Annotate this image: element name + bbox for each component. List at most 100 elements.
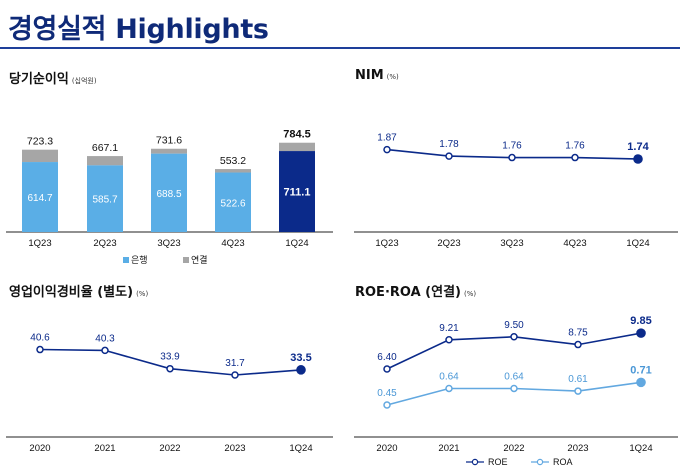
roe-value-label: 9.21 xyxy=(439,323,459,334)
nim-value-label: 1.76 xyxy=(502,141,522,152)
x-tick-label: 1Q23 xyxy=(28,238,51,249)
nim-title: NIM (%) xyxy=(355,68,399,83)
nim-point xyxy=(383,145,391,154)
cost-income-title: 영업이익경비율 (별도) (%) xyxy=(9,281,148,300)
bank-bar-segment xyxy=(279,151,315,232)
group-bar-segment xyxy=(279,142,315,152)
cost-income-point xyxy=(231,371,239,379)
nim-chart: 1Q23 2Q23 3Q23 4Q23 1Q24 1.87 1.78 1.76 1.76 1.74 xyxy=(354,133,678,249)
bank-value-label: 522.6 xyxy=(220,198,245,209)
bank-value-label: 614.7 xyxy=(27,193,52,204)
roa-value-label: 0.45 xyxy=(377,388,397,399)
nim-point xyxy=(571,153,579,162)
x-tick-label: 2Q23 xyxy=(437,238,460,249)
bank-value-label: 688.5 xyxy=(156,189,181,200)
bank-bar-segment xyxy=(215,172,251,232)
cost-income-chart: 2020 2021 2022 2023 1Q24 40.6 40.3 33.9 31.7 33.5 xyxy=(6,333,333,454)
roe-point xyxy=(445,336,453,344)
total-value-label: 553.2 xyxy=(220,155,246,167)
total-value-label: 731.6 xyxy=(156,135,182,147)
x-tick-label: 2023 xyxy=(224,443,245,454)
x-tick-label: 2020 xyxy=(29,443,50,454)
x-tick-label: 2021 xyxy=(94,443,115,454)
roa-point xyxy=(574,387,582,395)
cost-income-point xyxy=(296,365,306,375)
legend-swatch-bank xyxy=(123,257,129,263)
x-tick-label: 4Q23 xyxy=(221,238,244,249)
title-divider xyxy=(0,47,680,49)
cost-income-title-text: 영업이익경비율 (별도) xyxy=(9,285,134,300)
x-tick-label: 1Q24 xyxy=(629,443,652,454)
net-income-title: 당기순이익 (십억원) xyxy=(9,68,97,87)
nim-value-label: 1.78 xyxy=(439,139,459,150)
roa-point xyxy=(510,384,518,393)
legend-marker-roa xyxy=(536,458,544,466)
roa-value-label: 0.64 xyxy=(439,371,459,382)
nim-point xyxy=(633,154,643,164)
x-tick-label: 1Q24 xyxy=(626,238,649,249)
roe-point xyxy=(636,328,646,338)
cost-income-value-label: 40.3 xyxy=(95,333,115,344)
nim-value-label: 1.74 xyxy=(627,141,649,153)
nim-unit: (%) xyxy=(386,73,399,81)
roe-roa-title: ROE·ROA (연결) (%) xyxy=(355,281,476,300)
net-income-unit: (십억원) xyxy=(71,77,97,85)
roe-value-label: 9.85 xyxy=(630,315,651,327)
x-tick-label: 2Q23 xyxy=(93,238,116,249)
bank-value-label: 711.1 xyxy=(284,187,311,199)
x-tick-label: 1Q24 xyxy=(285,238,308,249)
cost-income-unit: (%) xyxy=(136,290,149,298)
total-value-label: 723.3 xyxy=(27,136,53,148)
group-bar-segment xyxy=(215,169,251,173)
cost-income-value-label: 31.7 xyxy=(225,358,245,369)
roa-point xyxy=(383,401,391,409)
legend-label-roa: ROA xyxy=(553,457,573,467)
nim-value-label: 1.76 xyxy=(565,141,585,152)
roa-point xyxy=(636,377,646,388)
x-tick-label: 2021 xyxy=(438,443,459,454)
x-tick-label: 1Q23 xyxy=(375,238,398,249)
legend-marker-roe xyxy=(471,458,479,466)
x-tick-label: 2020 xyxy=(376,443,397,454)
group-bar-segment xyxy=(151,148,187,154)
roe-point xyxy=(574,340,582,349)
roe-roa-panel: ROE·ROA (연결) (%) 2020 2021 2022 2023 1Q24 6.40… xyxy=(348,272,680,469)
cost-income-point xyxy=(101,346,109,355)
cost-income-value-label: 33.5 xyxy=(290,352,311,364)
x-tick-label: 3Q23 xyxy=(157,238,180,249)
nim-value-label: 1.87 xyxy=(377,133,397,144)
x-tick-label: 2022 xyxy=(159,443,180,454)
legend-swatch-group xyxy=(183,257,189,263)
nim-panel: NIM (%) 1Q23 2Q23 3Q23 4Q23 1Q24 1.87 1.78 1.76 1… xyxy=(348,60,680,272)
bank-bar-segment xyxy=(87,165,123,232)
cost-income-value-label: 40.6 xyxy=(30,333,50,344)
nim-title-text: NIM xyxy=(355,68,384,83)
x-tick-label: 4Q23 xyxy=(563,238,586,249)
net-income-title-text: 당기순이익 xyxy=(9,72,69,87)
cost-income-point xyxy=(36,345,44,354)
roe-value-label: 6.40 xyxy=(377,352,397,363)
cost-income-point xyxy=(166,364,174,373)
roa-value-label: 0.71 xyxy=(630,364,651,376)
roe-value-label: 9.50 xyxy=(504,320,524,331)
cost-income-value-label: 33.9 xyxy=(160,352,180,363)
bank-bar-segment xyxy=(151,153,187,232)
roe-roa-unit: (%) xyxy=(463,290,477,298)
roe-roa-chart: 2020 2021 2022 2023 1Q24 6.40 9.21 9.50 8.75 9.85… xyxy=(354,315,678,467)
roe-roa-title-text: ROE·ROA (연결) xyxy=(355,285,461,300)
nim-point xyxy=(508,153,516,162)
roa-value-label: 0.61 xyxy=(568,374,588,385)
group-bar-segment xyxy=(22,149,58,163)
bank-value-label: 585.7 xyxy=(92,195,117,206)
cost-income-panel: 영업이익경비율 (별도) (%) 2020 2021 2022 2023 1Q24 40.6… xyxy=(0,272,340,469)
nim-point xyxy=(445,152,453,160)
total-value-label: 667.1 xyxy=(92,142,118,154)
page-title: 경영실적 Highlights xyxy=(8,14,269,45)
legend-label-bank: 은행 xyxy=(131,254,148,265)
roa-value-label: 0.64 xyxy=(504,371,524,382)
roe-point xyxy=(510,333,518,341)
legend-label-group: 연결 xyxy=(191,255,208,265)
net-income-panel: 당기순이익 (십억원) 723.3 614.7 1Q23 667.1 585.7 2Q23 7… xyxy=(0,60,340,272)
x-tick-label: 1Q24 xyxy=(289,443,312,454)
roe-point xyxy=(383,365,391,373)
